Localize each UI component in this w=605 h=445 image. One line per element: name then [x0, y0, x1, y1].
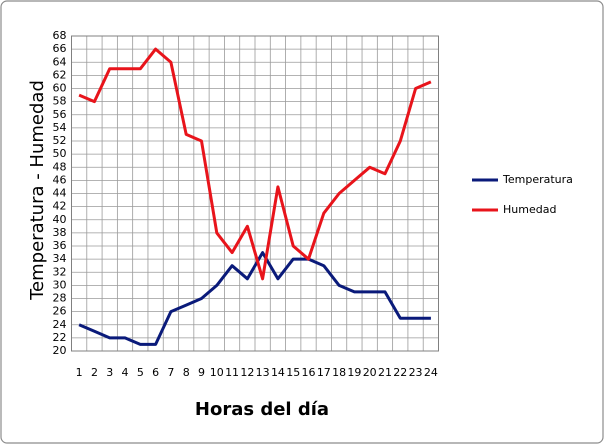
- y-tick-label: 44: [53, 187, 67, 200]
- y-tick-label: 26: [53, 305, 67, 318]
- x-tick-label: 8: [183, 366, 190, 379]
- x-tick-label: 19: [347, 366, 361, 379]
- y-tick-label: 66: [53, 42, 67, 55]
- y-tick-label: 30: [53, 278, 67, 291]
- plot-border: [71, 35, 439, 352]
- x-tick-label: 5: [137, 366, 144, 379]
- y-tick-label: 42: [53, 200, 67, 213]
- x-tick-label: 2: [91, 366, 98, 379]
- y-tick-label: 54: [53, 121, 67, 134]
- x-tick-label: 18: [332, 366, 346, 379]
- x-tick-label: 11: [225, 366, 239, 379]
- x-axis-title: Horas del día: [195, 399, 329, 420]
- legend-label: Humedad: [503, 203, 556, 216]
- y-tick-label: 60: [53, 82, 67, 95]
- x-tick-label: 7: [167, 366, 174, 379]
- y-tick-label: 58: [53, 95, 67, 108]
- x-tick-label: 1: [76, 366, 83, 379]
- y-tick-label: 20: [53, 344, 67, 357]
- x-tick-label: 3: [106, 366, 113, 379]
- x-tick-label: 13: [256, 366, 270, 379]
- x-tick-label: 24: [424, 366, 438, 379]
- x-tick-label: 15: [286, 366, 300, 379]
- series-line: [78, 251, 431, 346]
- y-tick-label: 52: [53, 134, 67, 147]
- y-tick-label: 32: [53, 265, 67, 278]
- y-tick-label: 56: [53, 108, 67, 121]
- y-tick-label: 50: [53, 147, 67, 160]
- x-tick-label: 6: [152, 366, 159, 379]
- x-tick-label: 23: [409, 366, 423, 379]
- x-tick-label: 16: [302, 366, 316, 379]
- y-tick-label: 48: [53, 160, 67, 173]
- y-tick-label: 62: [53, 68, 67, 81]
- y-tick-label: 24: [53, 318, 67, 331]
- series-line: [78, 47, 432, 281]
- y-tick-label: 36: [53, 239, 67, 252]
- y-tick-label: 38: [53, 226, 67, 239]
- y-tick-label: 68: [53, 29, 67, 42]
- x-tick-label: 4: [122, 366, 129, 379]
- x-tick-label: 17: [317, 366, 331, 379]
- x-tick-label: 22: [393, 366, 407, 379]
- y-tick-label: 40: [53, 213, 67, 226]
- y-tick-label: 46: [53, 173, 67, 186]
- x-tick-label: 14: [271, 366, 285, 379]
- legend-label: Temperatura: [502, 173, 573, 186]
- x-tick-label: 9: [198, 366, 205, 379]
- x-tick-label: 21: [378, 366, 392, 379]
- y-axis-title: Temperatura - Humedad: [27, 80, 48, 301]
- x-tick-label: 20: [363, 366, 377, 379]
- y-tick-label: 28: [53, 292, 67, 305]
- x-tick-label: 10: [210, 366, 224, 379]
- x-tick-label: 12: [240, 366, 254, 379]
- y-tick-label: 34: [53, 252, 67, 265]
- y-tick-label: 22: [53, 331, 67, 344]
- y-tick-label: 64: [53, 55, 67, 68]
